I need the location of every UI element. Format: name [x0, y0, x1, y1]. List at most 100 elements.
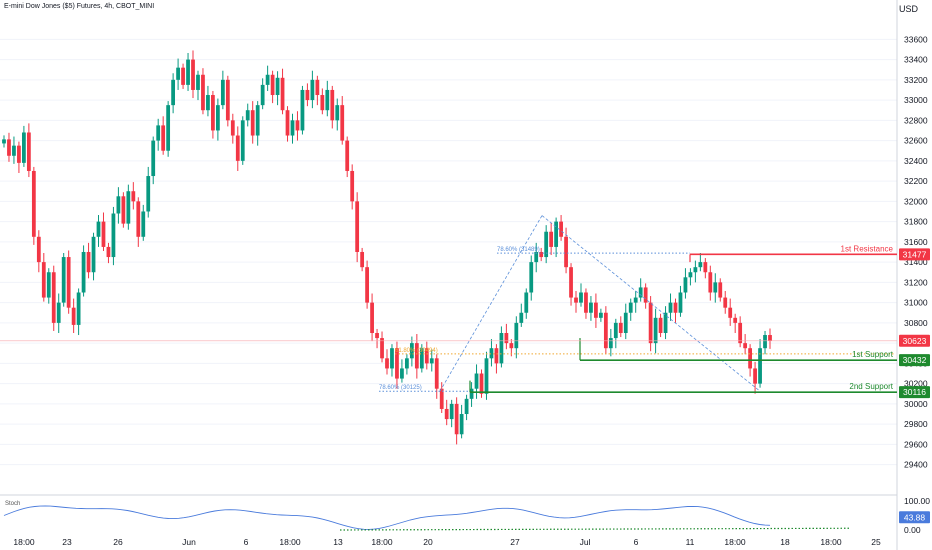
candle: [171, 73, 176, 114]
price-badges: 31477 30623 30432 30116: [899, 248, 930, 399]
price-tick-label: 31200: [904, 277, 928, 287]
candle-body: [151, 140, 156, 177]
candle: [753, 361, 757, 394]
time-tick-label: 18:00: [724, 537, 746, 547]
candle: [26, 123, 31, 178]
candle: [469, 382, 474, 407]
candle-body: [206, 95, 210, 111]
candle: [464, 394, 469, 421]
candle: [613, 318, 618, 349]
price-badge-label: 31477: [903, 249, 927, 259]
candle-body: [653, 317, 658, 344]
candle: [300, 85, 305, 135]
candle: [544, 225, 549, 264]
candle-body: [683, 277, 688, 293]
candle-body: [718, 282, 723, 298]
candle: [653, 308, 658, 354]
candle: [763, 330, 767, 355]
candle: [280, 68, 285, 115]
candle-body: [589, 302, 593, 313]
price-tick-label: 31000: [904, 298, 928, 308]
candle: [181, 63, 185, 89]
candle-body: [280, 77, 285, 111]
candle: [758, 339, 762, 388]
candle: [260, 78, 265, 110]
candle: [678, 285, 683, 317]
stoch-label: Stoch: [5, 501, 21, 507]
candle-body: [678, 292, 683, 313]
candle: [728, 298, 733, 326]
price-badge-label: 30623: [903, 336, 927, 346]
candle: [285, 106, 290, 142]
candle-body: [395, 348, 399, 379]
candle-body: [474, 373, 479, 389]
candle-body: [663, 312, 668, 334]
candle-body: [479, 373, 484, 394]
candle-body: [708, 272, 713, 293]
candle: [459, 404, 464, 439]
candle: [738, 316, 743, 348]
candle: [225, 75, 230, 127]
candle: [768, 328, 772, 349]
fib-trend-line: [541, 215, 761, 392]
candle-body: [370, 302, 374, 334]
candle: [76, 288, 81, 336]
candle-body: [390, 348, 394, 369]
candle-body: [424, 348, 429, 364]
candle-body: [255, 105, 260, 136]
candle-body: [245, 110, 250, 121]
candle: [131, 182, 136, 210]
candle: [598, 308, 603, 322]
candle: [733, 313, 738, 334]
candle-body: [350, 170, 355, 202]
candle: [245, 103, 250, 127]
candle-body: [638, 287, 643, 298]
candle: [270, 70, 275, 104]
price-badge: [899, 354, 930, 367]
candle: [360, 247, 365, 272]
candle: [584, 288, 588, 319]
price-badge: [899, 334, 930, 347]
candle-body: [7, 139, 11, 156]
candle-body: [46, 272, 51, 298]
stoch-trend-line: [339, 527, 851, 531]
candle-body: [668, 302, 673, 313]
price-tick-label: 29800: [904, 419, 928, 429]
candle: [439, 382, 444, 414]
level-label: 1st Resistance: [841, 244, 894, 253]
time-tick-label: 26: [113, 537, 123, 547]
candle-body: [713, 282, 718, 293]
price-tick-label: 32400: [904, 156, 928, 166]
candle-body: [250, 110, 255, 136]
candle-body: [36, 236, 41, 263]
candle-body: [300, 89, 305, 131]
candle: [290, 113, 295, 144]
levels: 1st Resistance 1st Support 2nd Support: [469, 244, 897, 393]
price-tick-label: 30000: [904, 399, 928, 409]
candle-body: [56, 302, 61, 323]
candle: [116, 187, 121, 224]
candle-body: [141, 211, 146, 237]
price-badge-label: 30432: [903, 355, 927, 365]
candle: [136, 197, 141, 247]
time-tick-label: Jun: [182, 537, 196, 547]
candle-body: [375, 333, 379, 339]
candle-body: [693, 267, 698, 273]
candle-body: [31, 170, 36, 237]
candle: [36, 230, 41, 273]
candle-body: [738, 322, 743, 344]
candle: [409, 336, 414, 367]
candle-body: [106, 246, 111, 258]
candle: [206, 85, 210, 117]
candle: [310, 70, 315, 109]
candle: [385, 349, 389, 375]
stoch-axis-label: 0.00: [904, 525, 921, 535]
candle: [126, 184, 131, 230]
candle: [594, 293, 598, 328]
candle-body: [196, 74, 200, 90]
price-tick-label: 31800: [904, 217, 928, 227]
candle-body: [211, 95, 215, 131]
candle-body: [673, 302, 678, 313]
